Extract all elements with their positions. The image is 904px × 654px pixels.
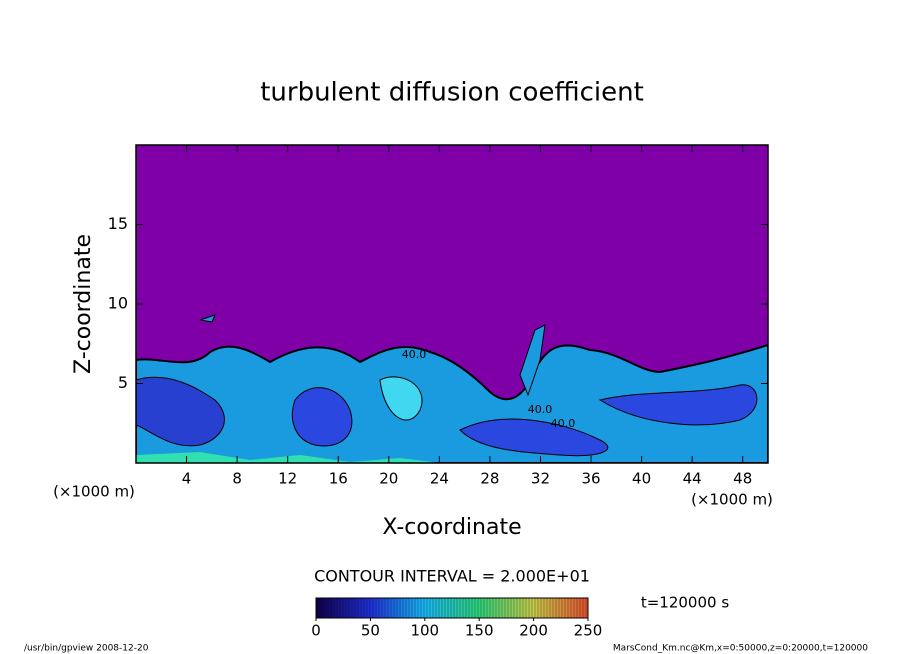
chart-title: turbulent diffusion coefficient — [260, 78, 644, 108]
colorbar-tick-label: 100 — [410, 622, 439, 640]
colorbar-tick-label: 250 — [574, 622, 603, 640]
contour-label: 40.0 — [528, 403, 553, 416]
eddy — [459, 418, 609, 457]
x-tick-label: 40 — [632, 470, 651, 488]
contour-interval: CONTOUR INTERVAL = 2.000E+01 — [314, 567, 590, 586]
x-tick-label: 28 — [480, 470, 499, 488]
y-axis-title: Z-coordinate — [71, 234, 96, 374]
eddy — [291, 387, 353, 447]
x-tick-label: 4 — [182, 470, 192, 488]
colorbar-tick-label: 0 — [311, 622, 321, 640]
colorbar — [315, 597, 589, 619]
x-tick-label: 16 — [329, 470, 348, 488]
plume — [199, 314, 216, 323]
y-tick-label: 5 — [118, 373, 128, 392]
y-unit: (×1000 m) — [53, 483, 135, 501]
x-tick-label: 8 — [232, 470, 242, 488]
x-unit: (×1000 m) — [691, 491, 773, 509]
y-tick-label: 15 — [108, 214, 128, 233]
footer-left: /usr/bin/gpview 2008-12-20 — [24, 644, 149, 654]
x-tick-label: 20 — [379, 470, 398, 488]
y-tick-label: 10 — [108, 294, 128, 313]
contour-label: 40.0 — [402, 348, 427, 361]
time-label: t=120000 s — [641, 594, 729, 612]
x-tick-label: 36 — [581, 470, 600, 488]
eddy — [598, 384, 758, 426]
colorbar-tick-label: 200 — [519, 622, 548, 640]
contour-label: 40.0 — [551, 417, 576, 430]
turbulent-layer — [136, 343, 768, 463]
plume — [519, 324, 546, 397]
x-tick-label: 24 — [430, 470, 449, 488]
x-tick-label: 32 — [531, 470, 550, 488]
eddy — [136, 376, 225, 447]
eddy — [379, 376, 423, 421]
x-axis-title: X-coordinate — [382, 515, 521, 540]
footer-right: MarsCond_Km.nc@Km,x=0:50000,z=0:20000,t=… — [613, 644, 868, 654]
colorbar-tick-label: 150 — [465, 622, 494, 640]
x-tick-label: 48 — [733, 470, 752, 488]
x-tick-label: 12 — [278, 470, 297, 488]
field — [136, 145, 768, 463]
x-tick-label: 44 — [683, 470, 702, 488]
colorbar-tick-label: 50 — [361, 622, 380, 640]
